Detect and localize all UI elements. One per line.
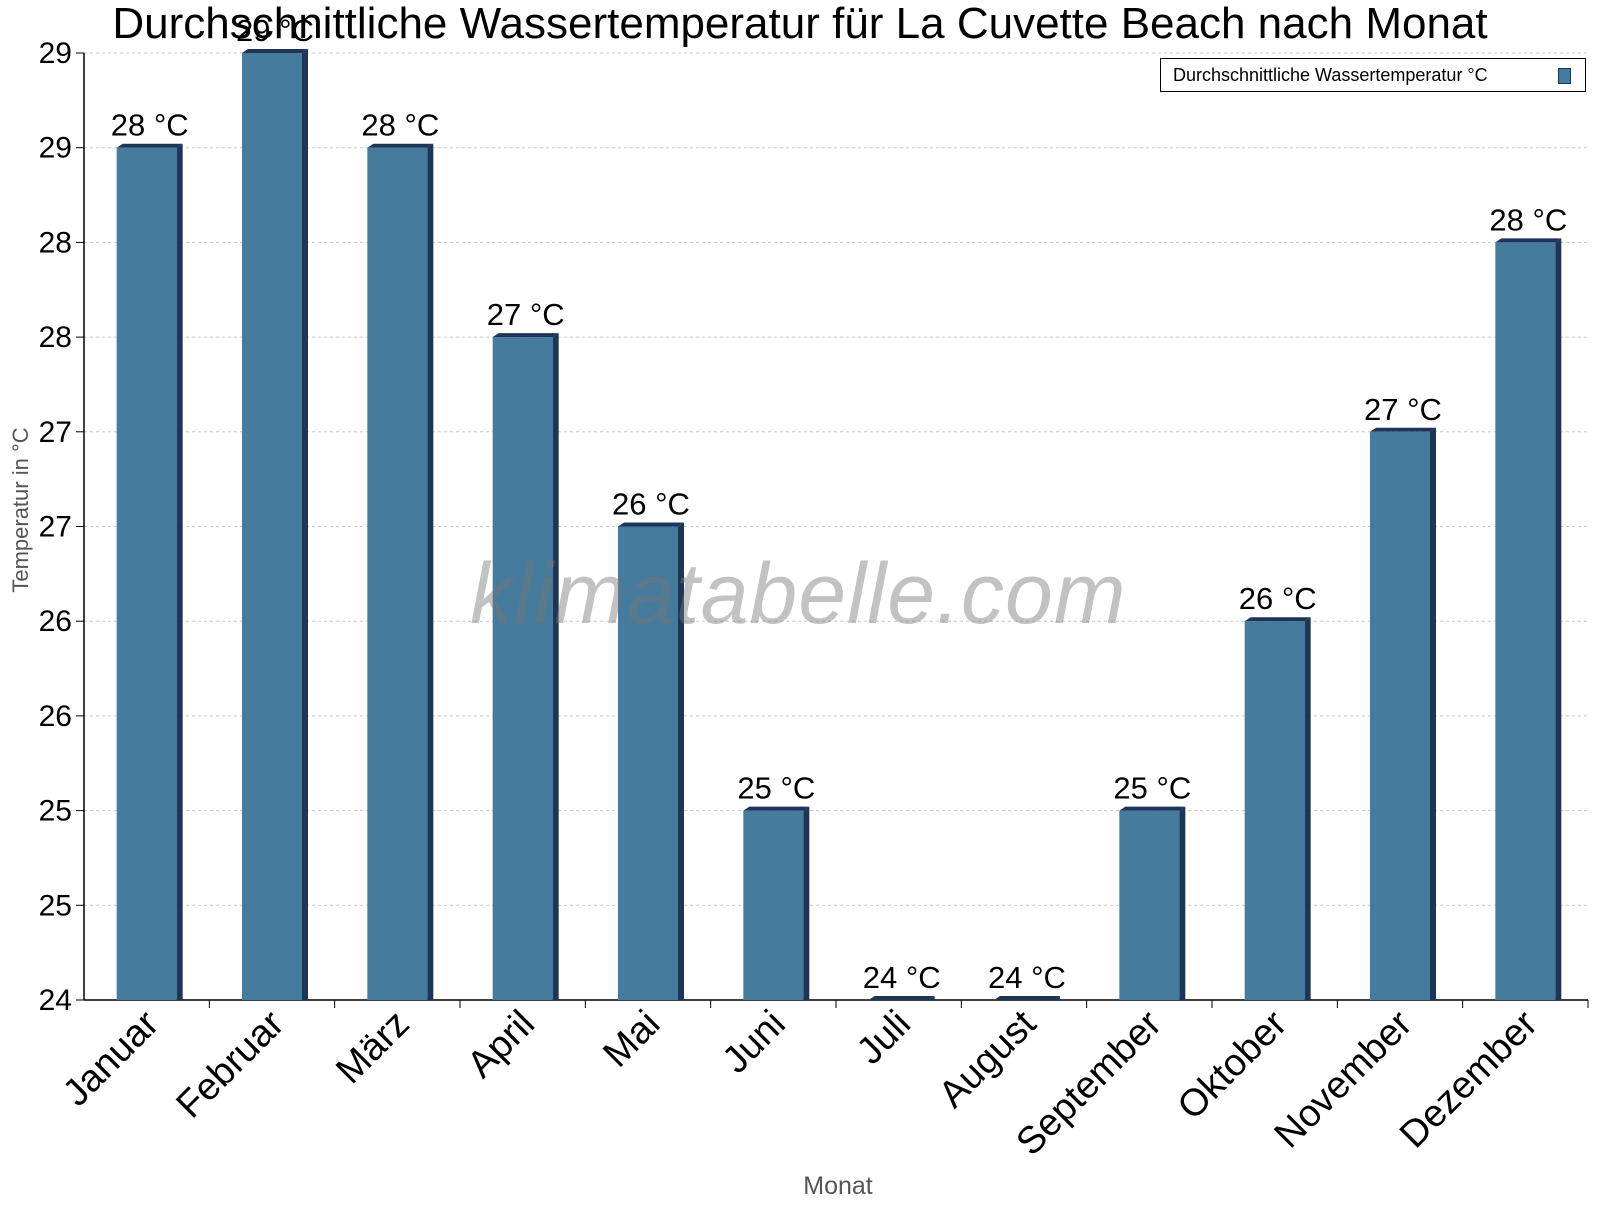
x-tick-label: Februar	[169, 1002, 293, 1126]
data-label: 28 °C	[1489, 202, 1567, 237]
bar	[743, 810, 804, 1000]
bar	[116, 147, 177, 1000]
bar-side	[427, 143, 434, 1000]
y-tick-label: 25	[39, 795, 72, 828]
bar-top	[1244, 617, 1311, 622]
x-tick-label: Juni	[715, 1003, 794, 1082]
bar-top	[994, 996, 1060, 1000]
bar	[1119, 810, 1180, 1000]
data-label: 24 °C	[863, 960, 941, 995]
bar	[1370, 431, 1430, 1000]
data-label: 28 °C	[361, 108, 439, 143]
bar-top	[868, 996, 935, 1000]
y-tick-label: 26	[39, 700, 72, 733]
bar-side	[1555, 238, 1562, 1000]
y-tick-label: 29	[39, 132, 72, 165]
y-tick-label: 28	[39, 321, 72, 354]
bar-side	[552, 333, 559, 1001]
legend-label: Durchschnittliche Wassertemperatur °C	[1173, 65, 1488, 85]
y-tick-label: 24	[39, 984, 72, 1017]
y-tick-label: 29	[39, 37, 72, 70]
x-tick-label: April	[460, 1003, 543, 1086]
bar-side	[678, 522, 684, 1000]
bar-top	[116, 143, 183, 148]
data-label: 25 °C	[1113, 771, 1191, 806]
bar	[242, 53, 302, 1000]
bar-top	[242, 49, 308, 53]
chart-title: Durchschnittliche Wassertemperatur für L…	[112, 0, 1488, 48]
bar-top	[1495, 238, 1562, 243]
data-label: 24 °C	[988, 960, 1066, 995]
data-label: 29 °C	[236, 13, 314, 48]
y-tick-label: 28	[39, 226, 72, 259]
x-tick-label: März	[328, 1003, 417, 1092]
data-label: 26 °C	[1239, 581, 1317, 616]
bar-side	[1304, 617, 1311, 1000]
y-tick-label: 25	[39, 889, 72, 922]
bar	[1495, 242, 1556, 1000]
y-tick-label: 26	[39, 605, 72, 638]
bar-top	[618, 522, 684, 527]
bar	[367, 147, 428, 1000]
x-tick-label: August	[931, 1002, 1045, 1116]
x-tick-label: Dezember	[1392, 1002, 1546, 1156]
data-label: 27 °C	[1364, 392, 1442, 427]
legend-swatch	[1558, 68, 1571, 84]
bar	[1244, 621, 1305, 1000]
bar	[618, 526, 678, 1000]
x-tick-label: Januar	[55, 1002, 167, 1114]
bar-top	[1119, 806, 1186, 811]
y-tick-label: 27	[39, 416, 72, 449]
x-tick-label: Mai	[595, 1003, 668, 1076]
bar-side	[803, 806, 810, 1000]
bar-side	[176, 143, 183, 1000]
bar-top	[743, 806, 810, 811]
bar-side	[1430, 427, 1436, 1000]
data-label: 27 °C	[487, 297, 565, 332]
data-label: 25 °C	[737, 771, 815, 806]
bar-top	[367, 143, 434, 148]
x-axis-label: Monat	[803, 1172, 873, 1200]
data-label: 28 °C	[111, 108, 189, 143]
y-axis-label: Temperatur in °C	[8, 427, 33, 593]
bar-top	[1370, 427, 1436, 432]
data-label: 26 °C	[612, 487, 690, 522]
bar	[492, 337, 553, 1001]
legend: Durchschnittliche Wassertemperatur °C	[1160, 58, 1586, 92]
y-tick-label: 27	[39, 511, 72, 544]
bar-top	[492, 333, 559, 338]
x-tick-label: Juli	[849, 1003, 919, 1073]
bar-side	[1179, 806, 1186, 1000]
watermark: klimatabelle.com	[470, 546, 1127, 642]
x-tick-label: Oktober	[1170, 1002, 1296, 1128]
bar-side	[302, 49, 308, 1000]
